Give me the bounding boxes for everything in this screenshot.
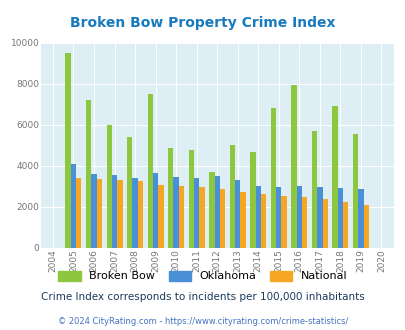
Bar <box>270 108 275 248</box>
Bar <box>322 199 327 248</box>
Bar <box>112 175 117 248</box>
Bar <box>352 134 357 248</box>
Bar <box>342 203 347 248</box>
Bar <box>168 148 173 248</box>
Bar <box>199 187 204 248</box>
Text: © 2024 CityRating.com - https://www.cityrating.com/crime-statistics/: © 2024 CityRating.com - https://www.city… <box>58 317 347 326</box>
Bar <box>209 172 214 248</box>
Bar <box>153 173 158 248</box>
Bar <box>96 179 102 248</box>
Bar <box>76 178 81 248</box>
Bar <box>296 186 301 248</box>
Bar <box>240 192 245 248</box>
Bar <box>117 180 122 248</box>
Bar <box>357 189 363 248</box>
Bar <box>106 125 112 248</box>
Bar <box>234 180 240 248</box>
Bar <box>147 94 153 248</box>
Bar <box>188 150 194 248</box>
Bar <box>220 188 225 248</box>
Bar <box>214 176 220 248</box>
Bar <box>229 145 234 248</box>
Bar <box>281 196 286 248</box>
Bar <box>291 85 296 248</box>
Bar <box>70 164 76 248</box>
Bar <box>275 187 281 248</box>
Bar <box>194 178 199 248</box>
Bar <box>332 106 337 248</box>
Bar <box>260 194 266 248</box>
Bar <box>132 178 137 248</box>
Bar <box>65 53 70 247</box>
Bar <box>316 187 322 248</box>
Bar <box>363 205 368 248</box>
Bar <box>249 152 255 248</box>
Bar <box>173 177 178 248</box>
Bar <box>127 137 132 248</box>
Bar <box>137 181 143 248</box>
Legend: Broken Bow, Oklahoma, National: Broken Bow, Oklahoma, National <box>54 266 351 286</box>
Bar <box>255 186 260 248</box>
Bar <box>337 188 342 248</box>
Bar <box>86 100 91 248</box>
Text: Broken Bow Property Crime Index: Broken Bow Property Crime Index <box>70 16 335 30</box>
Text: Crime Index corresponds to incidents per 100,000 inhabitants: Crime Index corresponds to incidents per… <box>41 292 364 302</box>
Bar <box>158 185 163 248</box>
Bar <box>311 131 316 248</box>
Bar <box>91 174 96 248</box>
Bar <box>178 186 184 248</box>
Bar <box>301 197 307 248</box>
